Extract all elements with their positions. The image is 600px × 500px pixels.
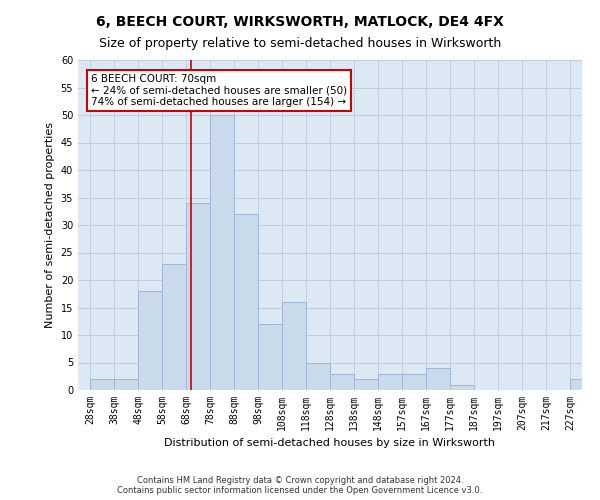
Bar bbox=[426, 368, 450, 390]
Y-axis label: Number of semi-detached properties: Number of semi-detached properties bbox=[45, 122, 55, 328]
Bar bbox=[138, 291, 162, 390]
Text: Size of property relative to semi-detached houses in Wirksworth: Size of property relative to semi-detach… bbox=[99, 38, 501, 51]
Bar bbox=[570, 379, 594, 390]
Bar bbox=[186, 203, 210, 390]
Bar bbox=[234, 214, 258, 390]
Bar bbox=[402, 374, 426, 390]
Bar bbox=[330, 374, 354, 390]
Bar bbox=[258, 324, 282, 390]
Bar bbox=[306, 362, 330, 390]
Bar bbox=[90, 379, 114, 390]
Bar bbox=[354, 379, 378, 390]
Bar bbox=[162, 264, 186, 390]
Bar bbox=[450, 384, 474, 390]
Bar bbox=[114, 379, 138, 390]
X-axis label: Distribution of semi-detached houses by size in Wirksworth: Distribution of semi-detached houses by … bbox=[164, 438, 496, 448]
Text: 6, BEECH COURT, WIRKSWORTH, MATLOCK, DE4 4FX: 6, BEECH COURT, WIRKSWORTH, MATLOCK, DE4… bbox=[96, 15, 504, 29]
Bar bbox=[378, 374, 402, 390]
Text: 6 BEECH COURT: 70sqm
← 24% of semi-detached houses are smaller (50)
74% of semi-: 6 BEECH COURT: 70sqm ← 24% of semi-detac… bbox=[91, 74, 347, 107]
Text: Contains HM Land Registry data © Crown copyright and database right 2024.
Contai: Contains HM Land Registry data © Crown c… bbox=[118, 476, 482, 495]
Bar bbox=[210, 115, 234, 390]
Bar bbox=[282, 302, 306, 390]
